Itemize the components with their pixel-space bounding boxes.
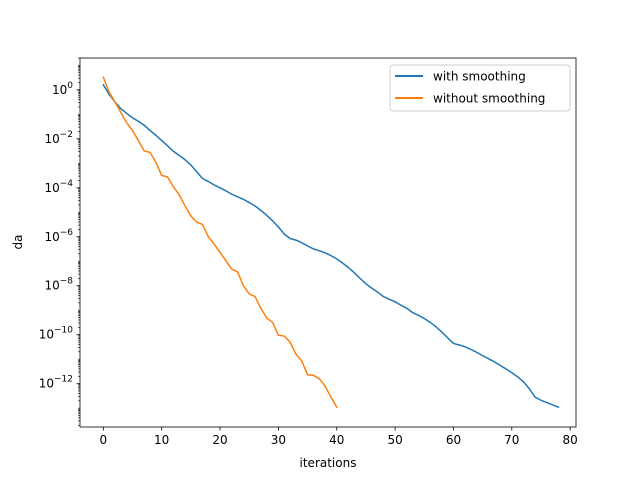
plot-area [79,57,577,428]
x-tick-label: 30 [271,433,286,447]
y-tick-label-exponent: −6 [60,228,74,238]
legend: with smoothing without smoothing [389,64,571,112]
x-tick-label: 0 [100,433,108,447]
y-tick-label: 10−2 [44,130,73,146]
x-tick-label: 40 [329,433,344,447]
y-tick-label-exponent: −4 [60,179,74,189]
y-tick-label-base: 10 [52,83,67,97]
x-tick-label: 10 [154,433,169,447]
legend-frame [389,64,571,112]
y-tick-label: 10−8 [44,277,73,293]
y-tick-label-base: 10 [39,377,54,391]
y-axis-label: da [11,235,25,250]
y-tick-label-exponent: −12 [54,375,73,385]
x-tick-label: 60 [446,433,461,447]
y-tick-label: 10−4 [44,179,73,195]
x-tick-label: 20 [212,433,227,447]
y-tick-label-exponent: −10 [54,326,73,336]
y-tick-label-base: 10 [44,132,59,146]
x-tick-label: 50 [387,433,402,447]
y-tick-label: 10−10 [39,326,74,342]
axes-frame [79,57,577,428]
y-tick-label-base: 10 [44,230,59,244]
y-tick-label-base: 10 [44,181,59,195]
y-tick-label-base: 10 [44,279,59,293]
x-tick-label: 80 [563,433,578,447]
x-tick-label: 70 [504,433,519,447]
y-tick-label-exponent: −2 [60,130,73,140]
y-tick-label: 10−6 [44,228,73,244]
series-line-with-smoothing [102,83,560,409]
y-tick-label-base: 10 [39,328,54,342]
y-tick-label-exponent: 0 [67,81,73,91]
legend-label-with-smoothing: with smoothing [433,70,526,84]
legend-label-without-smoothing: without smoothing [433,92,545,106]
y-tick-label: 100 [52,81,73,97]
x-axis: 0 10 20 30 40 50 60 70 80 [100,427,578,447]
x-axis-label: iterations [300,456,357,470]
series-line-without-smoothing [102,76,338,409]
y-tick-label-exponent: −8 [60,277,74,287]
y-tick-label: 10−12 [39,375,73,391]
